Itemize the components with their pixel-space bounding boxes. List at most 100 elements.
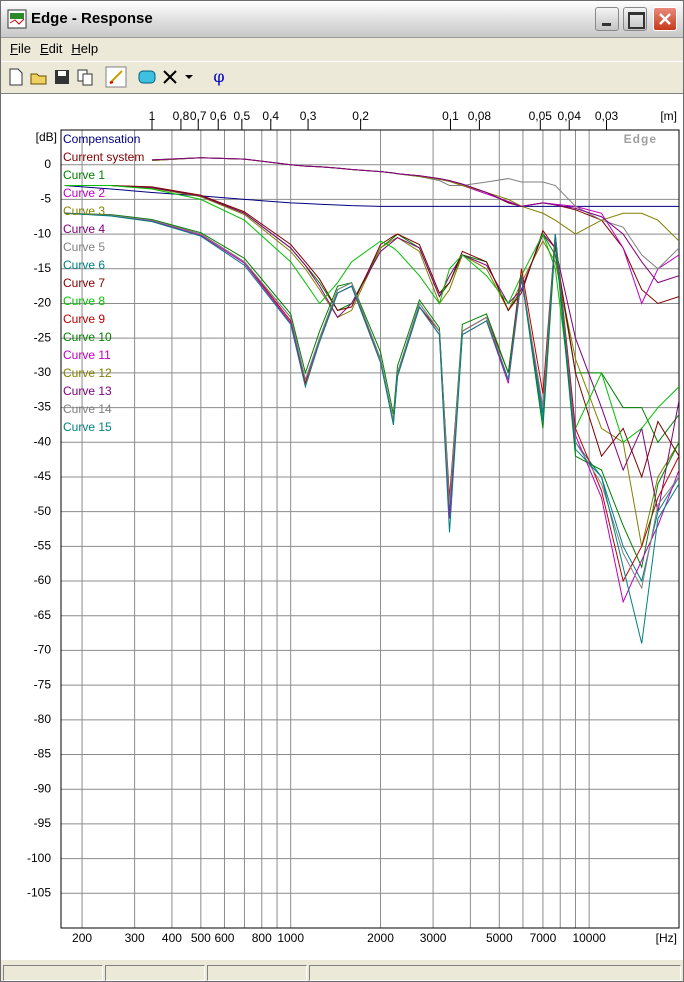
delete-button[interactable] [159,66,181,88]
legend-entry: Compensation [63,132,140,146]
x2-tick-label: 0,6 [210,109,227,123]
y-tick-label: 0 [44,157,51,171]
x-tick-label: 3000 [420,931,447,945]
y-tick-label: -105 [27,885,51,899]
status-bar [1,963,683,981]
y-tick-label: -90 [34,781,52,795]
legend-entry: Curve 2 [63,186,105,200]
toolbar: φ [1,61,683,92]
y-tick-label: -20 [34,296,52,310]
plot-frame [60,129,680,929]
plot-background [61,130,679,928]
series-line [64,185,679,479]
y-tick-label: -70 [34,643,52,657]
x-tick-label: 7000 [530,931,557,945]
series-line [64,185,679,547]
y-axis-label: [dB] [36,130,57,144]
open-button[interactable] [28,66,50,88]
y-tick-label: -50 [34,504,52,518]
menu-help[interactable]: Help [71,41,99,56]
menu-file[interactable]: File [10,41,31,56]
series-line [64,185,679,444]
legend-entry: Current system [63,150,144,164]
y-tick-label: -100 [27,851,51,865]
y-tick-label: -60 [34,573,52,587]
legend-entry: Curve 3 [63,204,105,218]
legend-entry: Curve 15 [63,420,112,434]
series-line [151,157,679,284]
y-tick-label: -10 [34,226,52,240]
legend-entry: Curve 11 [63,348,111,362]
series-line [64,185,679,512]
legend-entry: Curve 12 [63,366,112,380]
y-tick-label: -75 [34,677,52,691]
legend-entry: Curve 1 [63,168,105,182]
legend-entry: Curve 13 [63,384,112,398]
status-panel [207,965,307,981]
legend-entry: Curve 5 [63,240,105,254]
y-tick-label: -45 [34,469,52,483]
phase-button[interactable]: φ [213,67,225,86]
watermark: Edge [624,132,657,146]
y-tick-label: -55 [34,539,52,553]
x2-tick-label: 0,4 [262,109,279,123]
x2-tick-label: 0,2 [352,109,369,123]
maximize-button[interactable] [623,7,647,31]
x-tick-label: 400 [162,931,182,945]
legend-entry: Curve 7 [63,276,105,290]
chart: 0 -5 -10 -15 -20 -25 -30 -35 -40 -45 -50 -55 -60 -65 -… [27,109,680,945]
x-tick-label: 10000 [572,931,606,945]
x-tick-label: 1000 [277,931,304,945]
minimize-button[interactable] [595,7,619,31]
app-icon [7,9,27,29]
save-button[interactable] [51,66,73,88]
legend-entry: Curve 10 [63,330,112,344]
x-tick-label: 200 [72,931,92,945]
legend-entry: Curve 8 [63,294,105,308]
pen-button[interactable] [105,66,127,88]
y-tick-label: -65 [34,608,52,622]
x-tick-label: 500 [191,931,211,945]
menu-bar: File Edit Help [1,38,123,60]
new-button[interactable] [5,66,27,88]
legend-entry: Curve 9 [63,312,105,326]
dropdown-button[interactable] [181,66,197,88]
menu-edit[interactable]: Edit [39,41,63,56]
series-line [64,212,679,583]
x-tick-label: 300 [125,931,145,945]
legend-entry: Curve 6 [63,258,105,272]
close-icon [659,13,671,25]
status-panel [105,965,205,981]
copy-button[interactable] [74,66,96,88]
close-button[interactable] [653,7,677,31]
legend-entry: Curve 4 [63,222,105,236]
series-line [64,185,679,207]
y-tick-label: -80 [34,712,52,726]
y-tick-label: -40 [34,434,52,448]
x2-tick-label: 0,1 [442,109,459,123]
x2-tick-label: 0,08 [468,109,492,123]
x-tick-label: 2000 [367,931,394,945]
x2-tick-label: 0,03 [595,109,619,123]
y-tick-label: -25 [34,330,52,344]
y-tick-label: -95 [34,816,52,830]
y-tick-label: -35 [34,400,52,414]
x2-tick-label: 1 [149,109,156,123]
y-tick-label: -5 [40,192,51,206]
x2-tick-label: 0,3 [300,109,317,123]
x2-tick-label: 0,05 [529,109,553,123]
status-panel [3,965,103,981]
x2-axis-label: [m] [660,109,677,123]
title-bar: Edge - Response [1,1,683,38]
speaker-button[interactable] [136,66,158,88]
x-tick-label: 800 [252,931,272,945]
x-axis-label: [Hz] [656,931,677,945]
series-group [64,157,679,644]
x2-tick-label: 0,04 [558,109,582,123]
y-tick-label: -85 [34,747,52,761]
status-panel [309,965,681,981]
x-tick-label: 600 [214,931,234,945]
x2-tick-label: 0,8 [173,109,190,123]
chart-area: 0 -5 -10 -15 -20 -25 -30 -35 -40 -45 -50 -55 -60 -65 -… [1,93,683,960]
